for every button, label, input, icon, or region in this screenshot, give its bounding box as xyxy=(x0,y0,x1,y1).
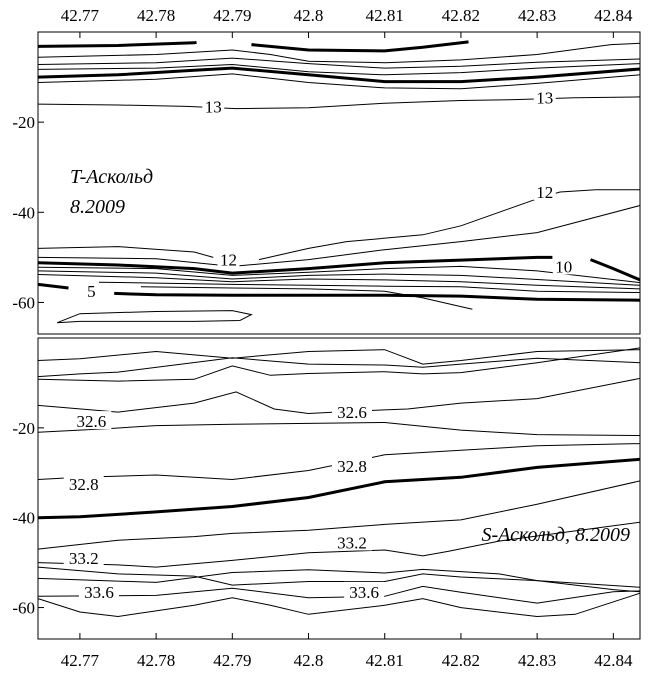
y-tick-label: -40 xyxy=(12,203,35,222)
y-tick-label: -20 xyxy=(12,113,35,132)
contour-label: 33.6 xyxy=(84,583,114,602)
x-tick-label: 42.83 xyxy=(518,651,556,670)
contour-label: 13 xyxy=(205,97,222,116)
panel-title: 8.2009 xyxy=(70,196,125,218)
x-tick-label: 42.84 xyxy=(594,651,633,670)
contour-label: 12 xyxy=(220,251,237,270)
isoline xyxy=(37,421,641,436)
isoline xyxy=(37,568,641,593)
isoline-bold xyxy=(114,291,641,302)
temperature-panel: 13 13 12 12 10 5 42.77 42.78 42.79 42.8 42.81 42.82… xyxy=(12,6,641,335)
contour-label: 32.6 xyxy=(337,403,367,422)
salinity-panel: 32.6 32.6 32.8 32.8 33.2 33.2 33.6 33.6 42.77 42.… xyxy=(12,337,641,670)
isoline xyxy=(37,377,641,415)
contour-label-bg xyxy=(344,581,385,600)
isoline xyxy=(37,265,641,284)
contour-label-bg xyxy=(217,249,240,268)
isoline xyxy=(37,42,641,64)
x-tick-label: 42.77 xyxy=(61,6,100,25)
isoline xyxy=(258,189,640,261)
isoline xyxy=(37,57,641,69)
contour-label-bg xyxy=(331,402,372,421)
x-tick-label: 42.84 xyxy=(594,6,633,25)
contour-label: 12 xyxy=(536,183,553,202)
contour-label: 32.8 xyxy=(337,457,367,476)
isoline xyxy=(37,521,641,568)
contour-label-bg xyxy=(552,256,575,275)
isoline xyxy=(140,286,473,310)
contour-label: 32.6 xyxy=(76,412,106,431)
isoline xyxy=(37,270,641,286)
isoline xyxy=(37,585,641,604)
contour-label-bg xyxy=(63,548,104,567)
isoline xyxy=(98,281,641,293)
contour-label-bg xyxy=(533,182,556,201)
isoline xyxy=(37,73,641,90)
x-tick-label: 42.78 xyxy=(137,651,175,670)
isoline-bold xyxy=(37,457,641,520)
contour-label: 33.2 xyxy=(337,533,367,552)
x-tick-label: 42.79 xyxy=(213,651,251,670)
panel-title: S-Аскольд, 8.2009 xyxy=(482,524,631,546)
isoline xyxy=(37,246,214,258)
isoline xyxy=(37,480,641,550)
contour-label-bg xyxy=(63,474,104,493)
x-tick-label: 42.81 xyxy=(366,6,404,25)
isoline xyxy=(56,310,253,324)
x-tick-label: 42.79 xyxy=(213,6,251,25)
x-tick-label: 42.77 xyxy=(61,651,100,670)
isoline-bold xyxy=(589,258,641,282)
contour-label-bg xyxy=(78,581,119,600)
y-tick-label: -40 xyxy=(12,509,35,528)
isoline xyxy=(37,205,641,267)
isoline xyxy=(37,357,641,378)
isoline-bold xyxy=(37,282,69,290)
contour-label-bg xyxy=(202,96,225,115)
y-tick-label: -60 xyxy=(12,599,35,618)
contour-label: 33.6 xyxy=(349,583,379,602)
x-tick-label: 42.81 xyxy=(366,651,404,670)
x-tick-label: 42.78 xyxy=(137,6,175,25)
x-tick-label: 42.82 xyxy=(442,6,480,25)
contour-label: 10 xyxy=(555,257,572,276)
isoline-bold xyxy=(251,40,469,53)
x-tick-label: 42.8 xyxy=(294,6,324,25)
plot-frame xyxy=(37,31,641,335)
panel-title: T-Аскольд xyxy=(70,166,153,188)
isoline xyxy=(37,349,641,365)
isoline xyxy=(37,274,641,290)
isoline xyxy=(37,347,641,382)
contour-label: 32.8 xyxy=(69,475,99,494)
x-tick-label: 42.83 xyxy=(518,6,556,25)
plot-frame xyxy=(37,337,641,640)
contour-label-bg xyxy=(71,411,112,430)
contour-label: 5 xyxy=(87,282,96,301)
y-tick-label: -20 xyxy=(12,419,35,438)
x-tick-label: 42.8 xyxy=(294,651,324,670)
x-tick-label: 42.82 xyxy=(442,651,480,670)
contour-label: 33.2 xyxy=(69,549,99,568)
isoline xyxy=(37,592,641,618)
contour-label-bg xyxy=(331,532,372,551)
isoline-bold xyxy=(37,40,197,48)
isoline-bold xyxy=(37,255,553,275)
contour-label-bg xyxy=(84,281,98,300)
contour-label: 13 xyxy=(536,88,553,107)
contour-label-bg xyxy=(533,87,556,106)
contour-label-bg xyxy=(331,456,372,475)
isoline xyxy=(37,566,641,588)
isoline xyxy=(37,443,641,481)
isoline xyxy=(37,63,641,76)
isoline-bold xyxy=(37,66,641,84)
y-tick-label: -60 xyxy=(12,293,35,312)
